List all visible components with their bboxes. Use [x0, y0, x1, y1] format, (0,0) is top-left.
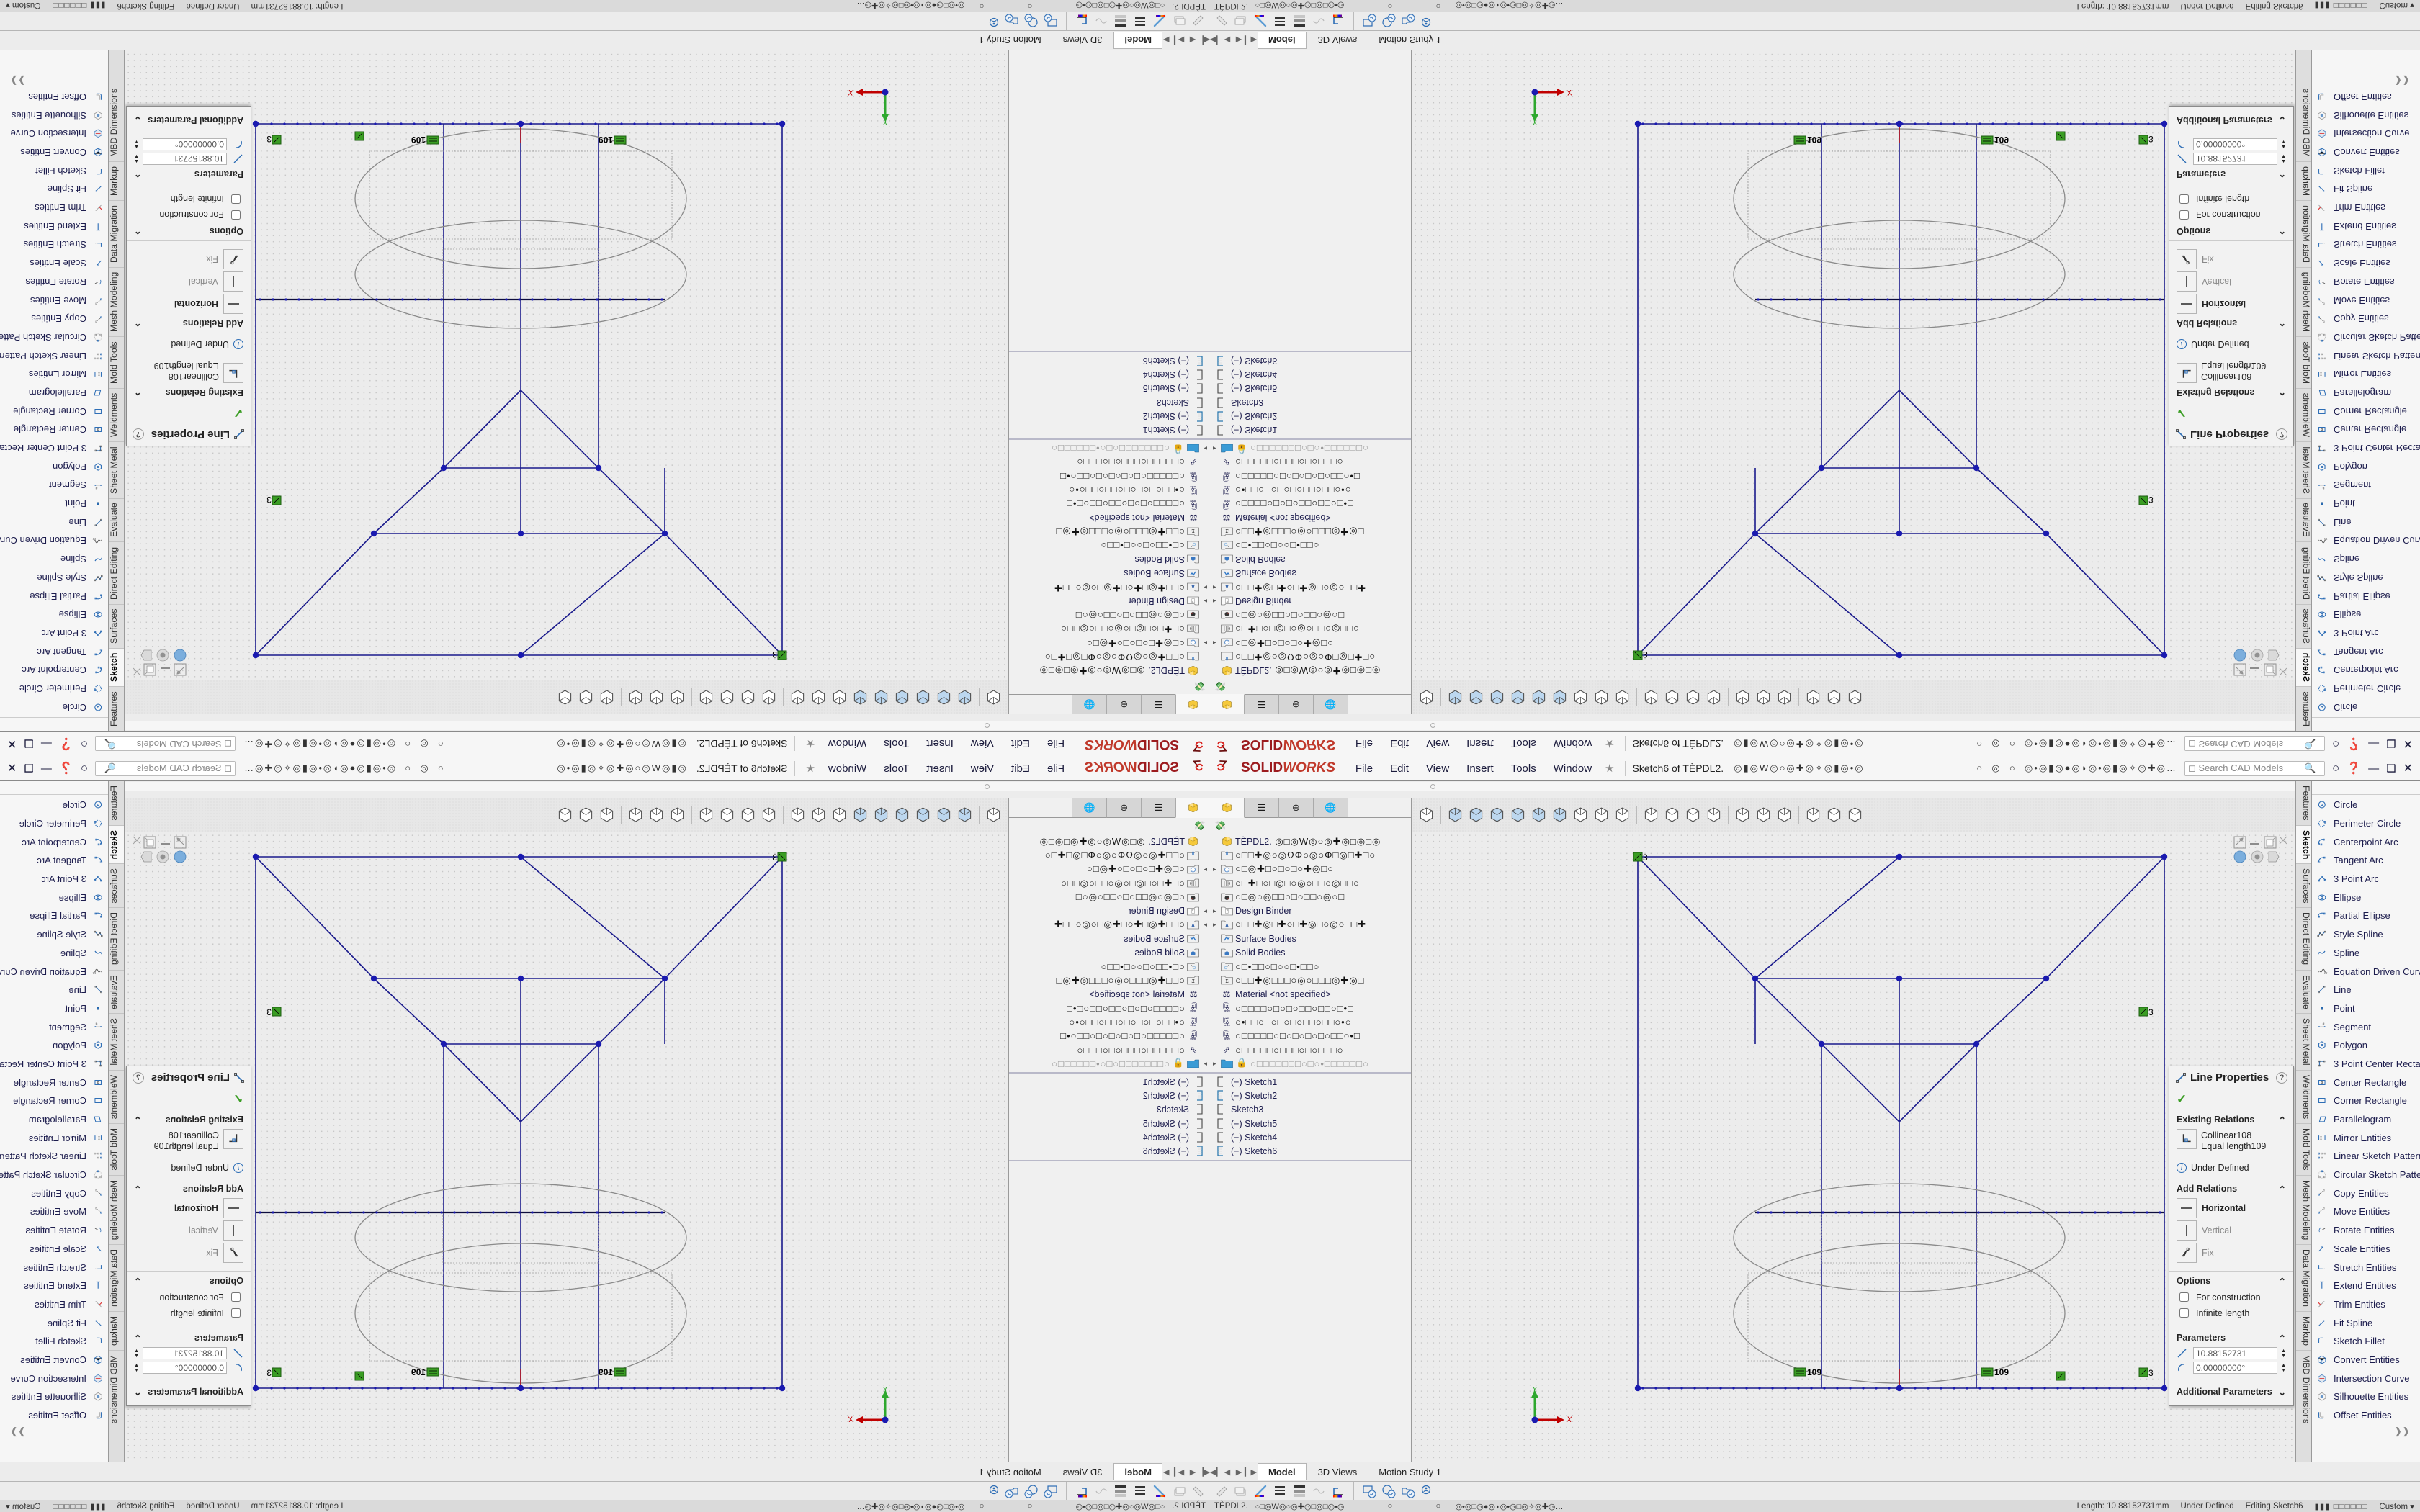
svg-text:Σ: Σ — [1192, 528, 1195, 534]
svg-text:3: 3 — [266, 1007, 272, 1017]
svg-text:Σ: Σ — [1192, 978, 1195, 984]
svg-text:3: 3 — [1643, 852, 1648, 863]
svg-text:3: 3 — [772, 649, 777, 660]
svg-text:fx: fx — [92, 537, 95, 541]
svg-text:fx: fx — [2324, 537, 2327, 541]
svg-text:A: A — [1224, 583, 1228, 588]
svg-text:#: # — [95, 1022, 97, 1027]
svg-text:Y: Y — [1532, 1387, 1538, 1394]
svg-text:109: 109 — [1807, 135, 1821, 145]
svg-text:109: 109 — [1994, 1367, 2009, 1377]
svg-text:109: 109 — [1807, 1367, 1821, 1377]
svg-text:109: 109 — [599, 135, 613, 145]
svg-text:Σ: Σ — [1225, 978, 1228, 984]
svg-text:X: X — [1566, 1416, 1572, 1424]
svg-text:Y: Y — [882, 118, 888, 125]
svg-text:X: X — [848, 88, 854, 96]
svg-text:fx: fx — [2324, 971, 2327, 975]
svg-text:#: # — [95, 485, 97, 490]
svg-text:A: A — [1191, 924, 1195, 929]
svg-text:fx: fx — [92, 971, 95, 975]
svg-text:Σ: Σ — [1225, 528, 1228, 534]
svg-text:109: 109 — [411, 135, 426, 145]
svg-text:3: 3 — [2148, 1007, 2154, 1017]
svg-text:3: 3 — [266, 1368, 272, 1378]
svg-text:109: 109 — [1994, 135, 2009, 145]
svg-text:#: # — [2323, 1022, 2325, 1027]
svg-text:X: X — [848, 1416, 854, 1424]
svg-text:3: 3 — [772, 852, 777, 863]
svg-text:3: 3 — [266, 134, 272, 144]
svg-text:A: A — [1224, 924, 1228, 929]
svg-text:3: 3 — [1643, 649, 1648, 660]
svg-text:#: # — [2323, 485, 2325, 490]
svg-text:3: 3 — [2148, 134, 2154, 144]
svg-text:3: 3 — [2148, 495, 2154, 505]
svg-text:3: 3 — [266, 495, 272, 505]
svg-text:109: 109 — [599, 1367, 613, 1377]
svg-text:Y: Y — [1532, 118, 1538, 125]
svg-text:X: X — [1566, 88, 1572, 96]
svg-text:3: 3 — [2148, 1368, 2154, 1378]
svg-text:Y: Y — [882, 1387, 888, 1394]
svg-text:109: 109 — [411, 1367, 426, 1377]
svg-text:A: A — [1191, 583, 1195, 588]
